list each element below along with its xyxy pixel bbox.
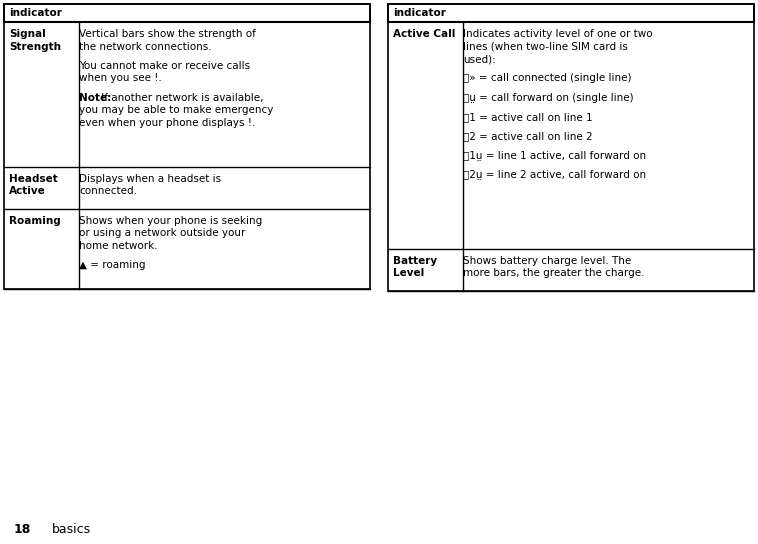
Text: 18: 18 bbox=[14, 523, 31, 536]
Text: You cannot make or receive calls: You cannot make or receive calls bbox=[79, 61, 250, 71]
Text: the network connections.: the network connections. bbox=[79, 41, 211, 52]
Text: ▲ = roaming: ▲ = roaming bbox=[79, 261, 146, 270]
Text: you may be able to make emergency: you may be able to make emergency bbox=[79, 105, 274, 115]
Text: connected.: connected. bbox=[79, 187, 137, 196]
Text: lines (when two-line SIM card is: lines (when two-line SIM card is bbox=[463, 41, 628, 52]
Text: Strength: Strength bbox=[9, 41, 61, 52]
Text: Ⓐ1ṳ = line 1 active, call forward on: Ⓐ1ṳ = line 1 active, call forward on bbox=[463, 151, 646, 161]
Bar bbox=[4, 4, 370, 289]
Text: Ⓐ» = call connected (single line): Ⓐ» = call connected (single line) bbox=[463, 73, 631, 83]
Text: used):: used): bbox=[463, 54, 496, 64]
Text: Active: Active bbox=[9, 187, 45, 196]
Text: Signal: Signal bbox=[9, 29, 45, 39]
Text: Note:: Note: bbox=[79, 92, 111, 103]
Text: indicator: indicator bbox=[393, 8, 446, 18]
Text: Indicates activity level of one or two: Indicates activity level of one or two bbox=[463, 29, 653, 39]
Text: when you see !.: when you see !. bbox=[79, 73, 162, 83]
Text: Headset: Headset bbox=[9, 174, 58, 184]
Text: Vertical bars show the strength of: Vertical bars show the strength of bbox=[79, 29, 256, 39]
Text: indicator: indicator bbox=[9, 8, 62, 18]
Text: Battery: Battery bbox=[393, 256, 437, 266]
Bar bbox=[388, 4, 754, 22]
Text: home network.: home network. bbox=[79, 241, 158, 251]
Text: Ⓐ1 = active call on line 1: Ⓐ1 = active call on line 1 bbox=[463, 112, 593, 122]
Text: even when your phone displays !.: even when your phone displays !. bbox=[79, 118, 255, 128]
Text: Active Call: Active Call bbox=[393, 29, 456, 39]
Text: basics: basics bbox=[52, 523, 91, 536]
Text: If another network is available,: If another network is available, bbox=[99, 92, 264, 103]
Text: more bars, the greater the charge.: more bars, the greater the charge. bbox=[463, 269, 644, 279]
Text: Shows when your phone is seeking: Shows when your phone is seeking bbox=[79, 216, 262, 226]
Text: Level: Level bbox=[393, 269, 424, 279]
Text: Ⓐṳ = call forward on (single line): Ⓐṳ = call forward on (single line) bbox=[463, 92, 634, 103]
Text: Ⓐ2ṳ = line 2 active, call forward on: Ⓐ2ṳ = line 2 active, call forward on bbox=[463, 170, 646, 181]
Bar bbox=[4, 4, 370, 22]
Text: or using a network outside your: or using a network outside your bbox=[79, 228, 246, 238]
Text: Ⓐ2 = active call on line 2: Ⓐ2 = active call on line 2 bbox=[463, 132, 593, 141]
Text: Displays when a headset is: Displays when a headset is bbox=[79, 174, 221, 184]
Text: Shows battery charge level. The: Shows battery charge level. The bbox=[463, 256, 631, 266]
Text: Roaming: Roaming bbox=[9, 216, 61, 226]
Bar bbox=[388, 4, 754, 291]
